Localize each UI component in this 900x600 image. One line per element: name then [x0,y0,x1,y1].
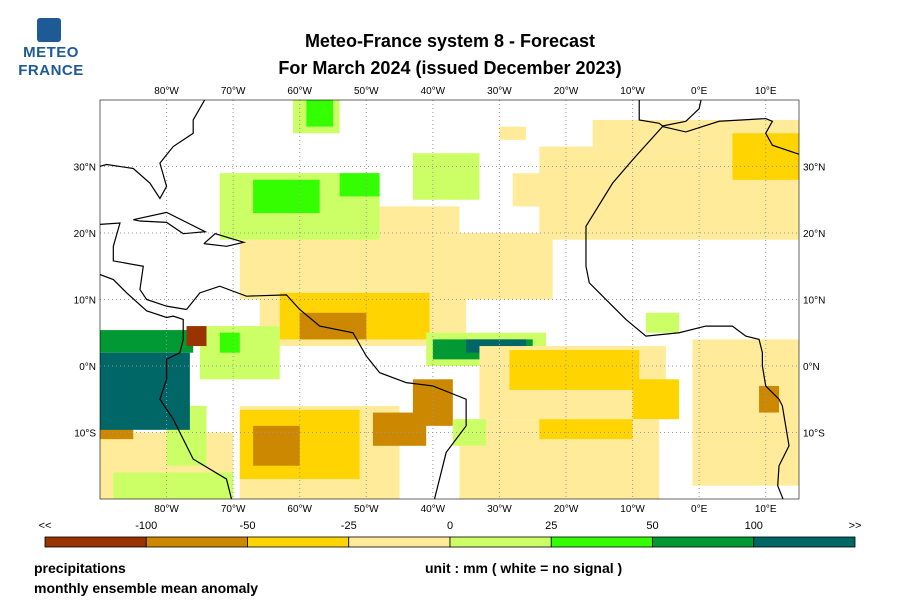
central-america-coastline [100,222,187,311]
north-america-coastline [100,100,206,200]
lat-tick-label-left: 0°N [79,362,96,373]
colorbar-swatch [753,536,856,548]
lat-tick-label-right: 0°N [803,362,820,373]
description-label: monthly ensemble mean anomaly [34,580,259,596]
colorbar-swatch [348,536,451,548]
anomaly-patch [512,173,566,207]
west-south-america-coastline [100,273,233,499]
lon-tick-label-bottom: 30°W [487,504,512,515]
colorbar-tick-label: 50 [646,520,659,532]
anomaly-patch [239,233,553,300]
cuba-coastline [133,211,208,235]
anomaly-patch [219,332,240,353]
anomaly-patch [509,350,640,390]
lon-tick-label-bottom: 0°E [691,504,708,515]
anomaly-patch [632,379,680,420]
lat-tick-label-right: 10°S [803,429,825,440]
anomaly-patch [113,472,234,499]
lon-tick-label-top: 50°W [354,86,379,97]
lon-tick-label-bottom: 10°W [620,504,645,515]
anomaly-patch [539,419,633,440]
anomaly-patch [759,385,780,413]
colorbar-tick-label: -25 [340,520,357,532]
colorbar-tick-label: -100 [135,520,158,532]
anomaly-patch [100,352,190,430]
lat-tick-label-left: 10°N [74,296,96,307]
lat-tick-label-right: 30°N [803,163,825,174]
lon-tick-label-top: 10°W [620,86,645,97]
colorbar-swatch [550,536,653,548]
variable-label: precipitations [34,560,126,576]
colorbar-tick-label: << [38,520,52,532]
lon-tick-label-top: 0°E [691,86,708,97]
meteo-france-logo: METEO FRANCE [18,18,84,84]
colorbar-swatch [44,536,147,548]
colorbar-tick-label: >> [848,520,862,532]
lon-tick-label-bottom: 10°E [755,504,777,515]
anomaly-patch [645,312,680,333]
logo-line1: METEO [23,44,79,61]
colorbar-swatch [449,536,552,548]
colorbar-swatch [145,536,248,548]
lon-tick-label-top: 80°W [154,86,179,97]
lon-tick-label-bottom: 20°W [554,504,579,515]
lon-tick-label-top: 10°E [755,86,777,97]
anomaly-patch [199,326,280,380]
logo-emblem-icon [37,18,61,42]
lon-tick-label-top: 30°W [487,86,512,97]
anomaly-patch [253,179,320,214]
lon-tick-label-bottom: 80°W [154,504,179,515]
colorbar-tick-label: -50 [239,520,256,532]
lon-tick-label-top: 20°W [554,86,579,97]
lon-tick-label-top: 70°W [221,86,246,97]
lat-tick-label-left: 20°N [74,229,96,240]
anomaly-patch [366,206,460,240]
map-layers [100,100,799,499]
lat-tick-label-right: 10°N [803,296,825,307]
unit-label: unit : mm ( white = no signal ) [425,560,623,576]
anomaly-patch [339,173,380,197]
colorbar-tick-label: 100 [744,520,763,532]
iberia-coastline [638,100,702,127]
lon-tick-label-top: 40°W [421,86,446,97]
hispaniola-coastline [203,232,247,247]
colorbar-tick-label: 0 [446,520,454,532]
colorbar-swatch [247,536,350,548]
lon-tick-label-bottom: 60°W [287,504,312,515]
lon-tick-label-bottom: 40°W [421,504,446,515]
lon-tick-label-top: 60°W [287,86,312,97]
anomaly-patch [100,330,194,353]
anomaly-patch [299,312,367,340]
anomaly-patch [253,425,300,466]
mediterranean-coastline [662,118,799,155]
lat-tick-label-left: 10°S [74,429,96,440]
lat-tick-label-left: 30°N [74,163,96,174]
lon-tick-label-bottom: 50°W [354,504,379,515]
anomaly-patch [306,100,333,127]
plot-frame [99,99,800,500]
colorbar-swatch [652,536,755,548]
chart-title: Meteo-France system 8 - Forecast [304,31,596,51]
anomaly-patch [412,379,453,426]
south-america-coastline [186,285,467,499]
lon-tick-label-bottom: 70°W [221,504,246,515]
anomaly-patch [452,419,487,446]
anomaly-patch [412,153,480,200]
africa-coastline [585,126,790,499]
chart-subtitle: For March 2024 (issued December 2023) [278,58,622,78]
lat-tick-label-right: 20°N [803,229,825,240]
anomaly-patch [186,326,207,347]
logo-line2: FRANCE [18,62,84,79]
anomaly-patch [499,126,527,140]
colorbar-tick-label: 25 [545,520,558,532]
